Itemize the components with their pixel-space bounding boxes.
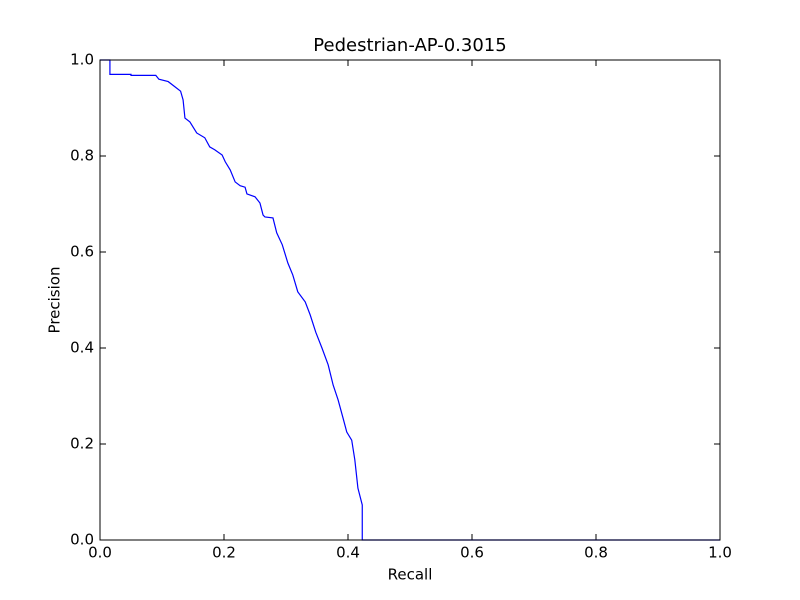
x-tick-label: 0.8 [584,544,608,562]
chart-title: Pedestrian-AP-0.3015 [313,35,506,56]
y-tick-label: 0.2 [70,435,94,453]
y-tick-label: 1.0 [70,51,94,69]
x-tick-label: 0.0 [88,544,112,562]
y-tick-label: 0.8 [70,147,94,165]
y-tick-label: 0.0 [70,531,94,549]
x-tick-label: 0.2 [212,544,236,562]
y-tick-label: 0.6 [70,243,94,261]
plot-frame [99,59,721,541]
x-tick-label: 0.6 [460,544,484,562]
y-axis-label: Precision [46,267,64,334]
pr-curve [100,59,720,541]
x-tick-label: 0.4 [336,544,360,562]
y-tick-label: 0.4 [70,339,94,357]
x-axis-label: Recall [388,566,433,584]
x-tick-label: 1.0 [708,544,732,562]
